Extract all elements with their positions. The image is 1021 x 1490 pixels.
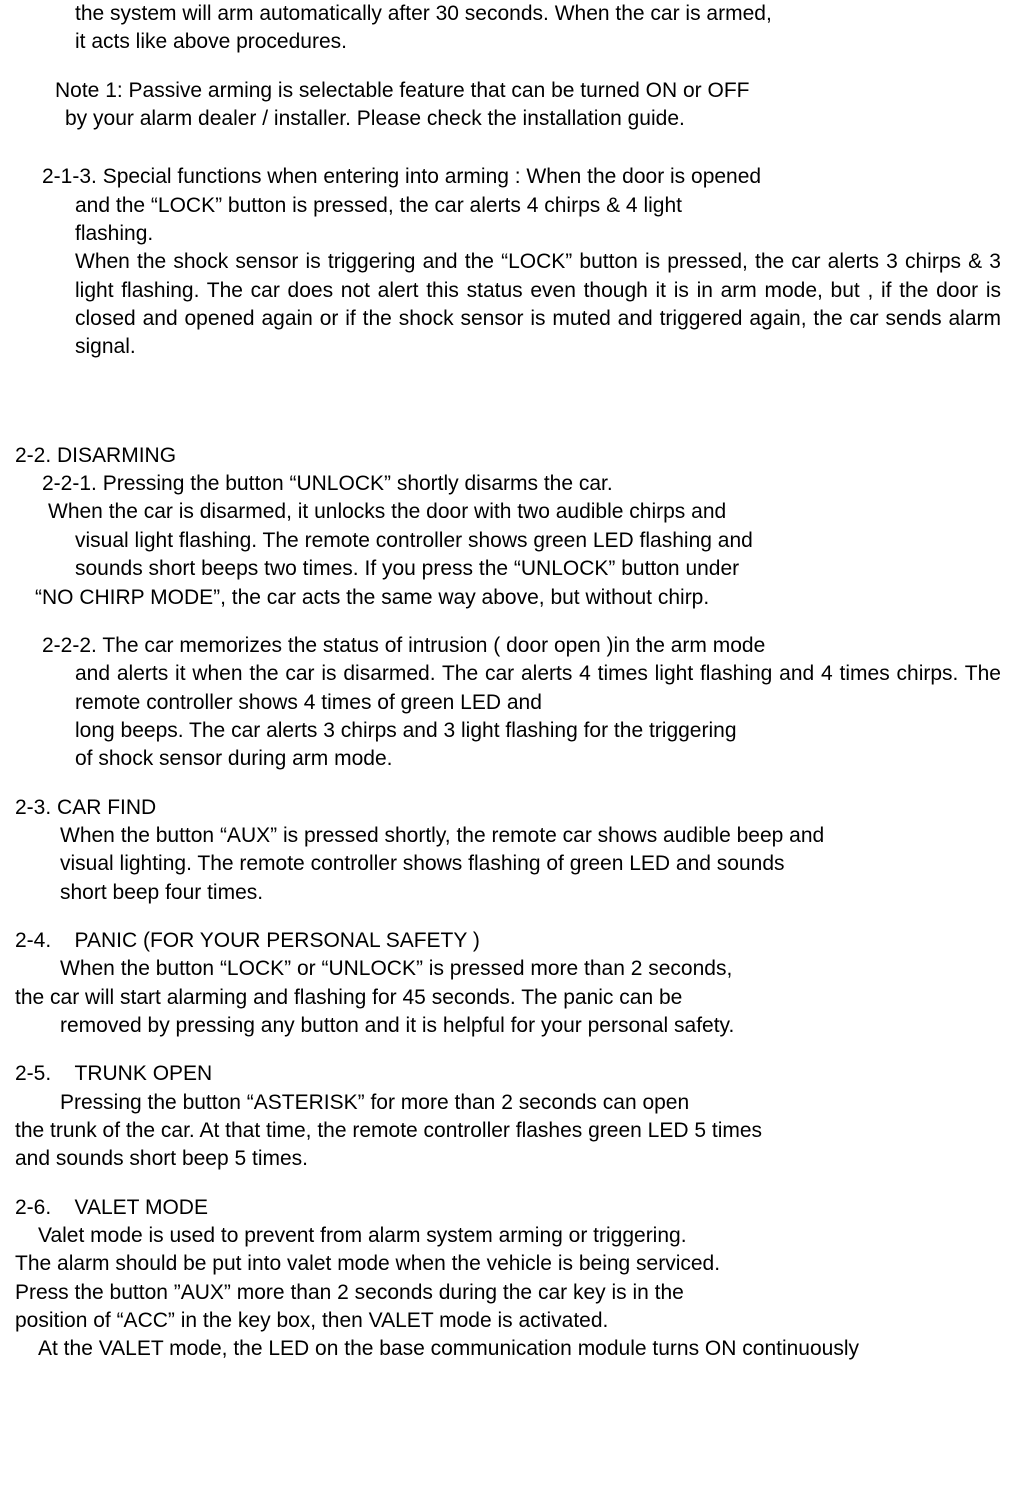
text-line: flashing. — [75, 222, 153, 245]
section-2-5-body: Pressing the button “ASTERISK” for more … — [10, 1089, 1011, 1174]
text-line: long beeps. The car alerts 3 chirps and … — [75, 719, 737, 742]
heading-text: 2-6. VALET MODE — [15, 1196, 208, 1219]
text-line: visual light flashing. The remote contro… — [75, 529, 753, 552]
text-line: and alerts it when the car is disarmed. … — [75, 662, 1001, 713]
section-2-3-body: When the button “AUX” is pressed shortly… — [10, 822, 1011, 907]
text-line: At the VALET mode, the LED on the base c… — [38, 1337, 859, 1360]
text-line: sounds short beeps two times. If you pre… — [75, 557, 739, 580]
section-2-2-heading: 2-2. DISARMING — [10, 442, 1011, 470]
heading-text: 2-4. PANIC (FOR YOUR PERSONAL SAFETY ) — [15, 929, 480, 952]
text-line: The alarm should be put into valet mode … — [15, 1252, 720, 1275]
heading-text: 2-2. DISARMING — [15, 444, 176, 467]
text-line: by your alarm dealer / installer. Please… — [65, 107, 685, 130]
section-2-5-heading: 2-5. TRUNK OPEN — [10, 1060, 1011, 1088]
text-line: the car will start alarming and flashing… — [15, 986, 682, 1009]
text-line: short beep four times. — [60, 881, 263, 904]
text-line: removed by pressing any button and it is… — [60, 1014, 734, 1037]
heading-text: 2-3. CAR FIND — [15, 796, 156, 819]
section-2-6-heading: 2-6. VALET MODE — [10, 1194, 1011, 1222]
text-line: When the car is disarmed, it unlocks the… — [48, 500, 726, 523]
section-2-2-1: 2-2-1. Pressing the button “UNLOCK” shor… — [10, 470, 1011, 612]
text-line: visual lighting. The remote controller s… — [60, 852, 785, 875]
section-2-1-3: 2-1-3. Special functions when entering i… — [10, 163, 1011, 361]
heading-text: 2-5. TRUNK OPEN — [15, 1062, 212, 1085]
text-line: 2-1-3. Special functions when entering i… — [42, 165, 761, 188]
text-line: Press the button ”AUX” more than 2 secon… — [15, 1281, 684, 1304]
text-line: and sounds short beep 5 times. — [15, 1147, 308, 1170]
section-2-2-2: 2-2-2. The car memorizes the status of i… — [10, 632, 1011, 774]
text-line: 2-2-1. Pressing the button “UNLOCK” shor… — [42, 472, 613, 495]
text-line: Pressing the button “ASTERISK” for more … — [60, 1091, 689, 1114]
section-2-6-body: Valet mode is used to prevent from alarm… — [10, 1222, 1011, 1364]
section-2-4-heading: 2-4. PANIC (FOR YOUR PERSONAL SAFETY ) — [10, 927, 1011, 955]
text-line: position of “ACC” in the key box, then V… — [15, 1309, 608, 1332]
text-line: “NO CHIRP MODE”, the car acts the same w… — [35, 586, 709, 609]
text-line: and the “LOCK” button is pressed, the ca… — [75, 194, 682, 217]
text-line: When the button “AUX” is pressed shortly… — [60, 824, 824, 847]
manual-page: the system will arm automatically after … — [0, 0, 1021, 1364]
text-line: Valet mode is used to prevent from alarm… — [38, 1224, 687, 1247]
text-line: the trunk of the car. At that time, the … — [15, 1119, 762, 1142]
passive-arming-continuation: the system will arm automatically after … — [10, 0, 1011, 57]
text-line: When the button “LOCK” or “UNLOCK” is pr… — [60, 957, 732, 980]
text-line: Note 1: Passive arming is selectable fea… — [55, 79, 750, 102]
section-2-3-heading: 2-3. CAR FIND — [10, 794, 1011, 822]
text-line: the system will arm automatically after … — [75, 2, 772, 25]
note-1: Note 1: Passive arming is selectable fea… — [10, 77, 1011, 134]
text-line: 2-2-2. The car memorizes the status of i… — [42, 634, 765, 657]
text-line: it acts like above procedures. — [75, 30, 347, 53]
text-line: When the shock sensor is triggering and … — [75, 250, 1001, 358]
text-line: of shock sensor during arm mode. — [75, 747, 392, 770]
section-2-4-body: When the button “LOCK” or “UNLOCK” is pr… — [10, 955, 1011, 1040]
